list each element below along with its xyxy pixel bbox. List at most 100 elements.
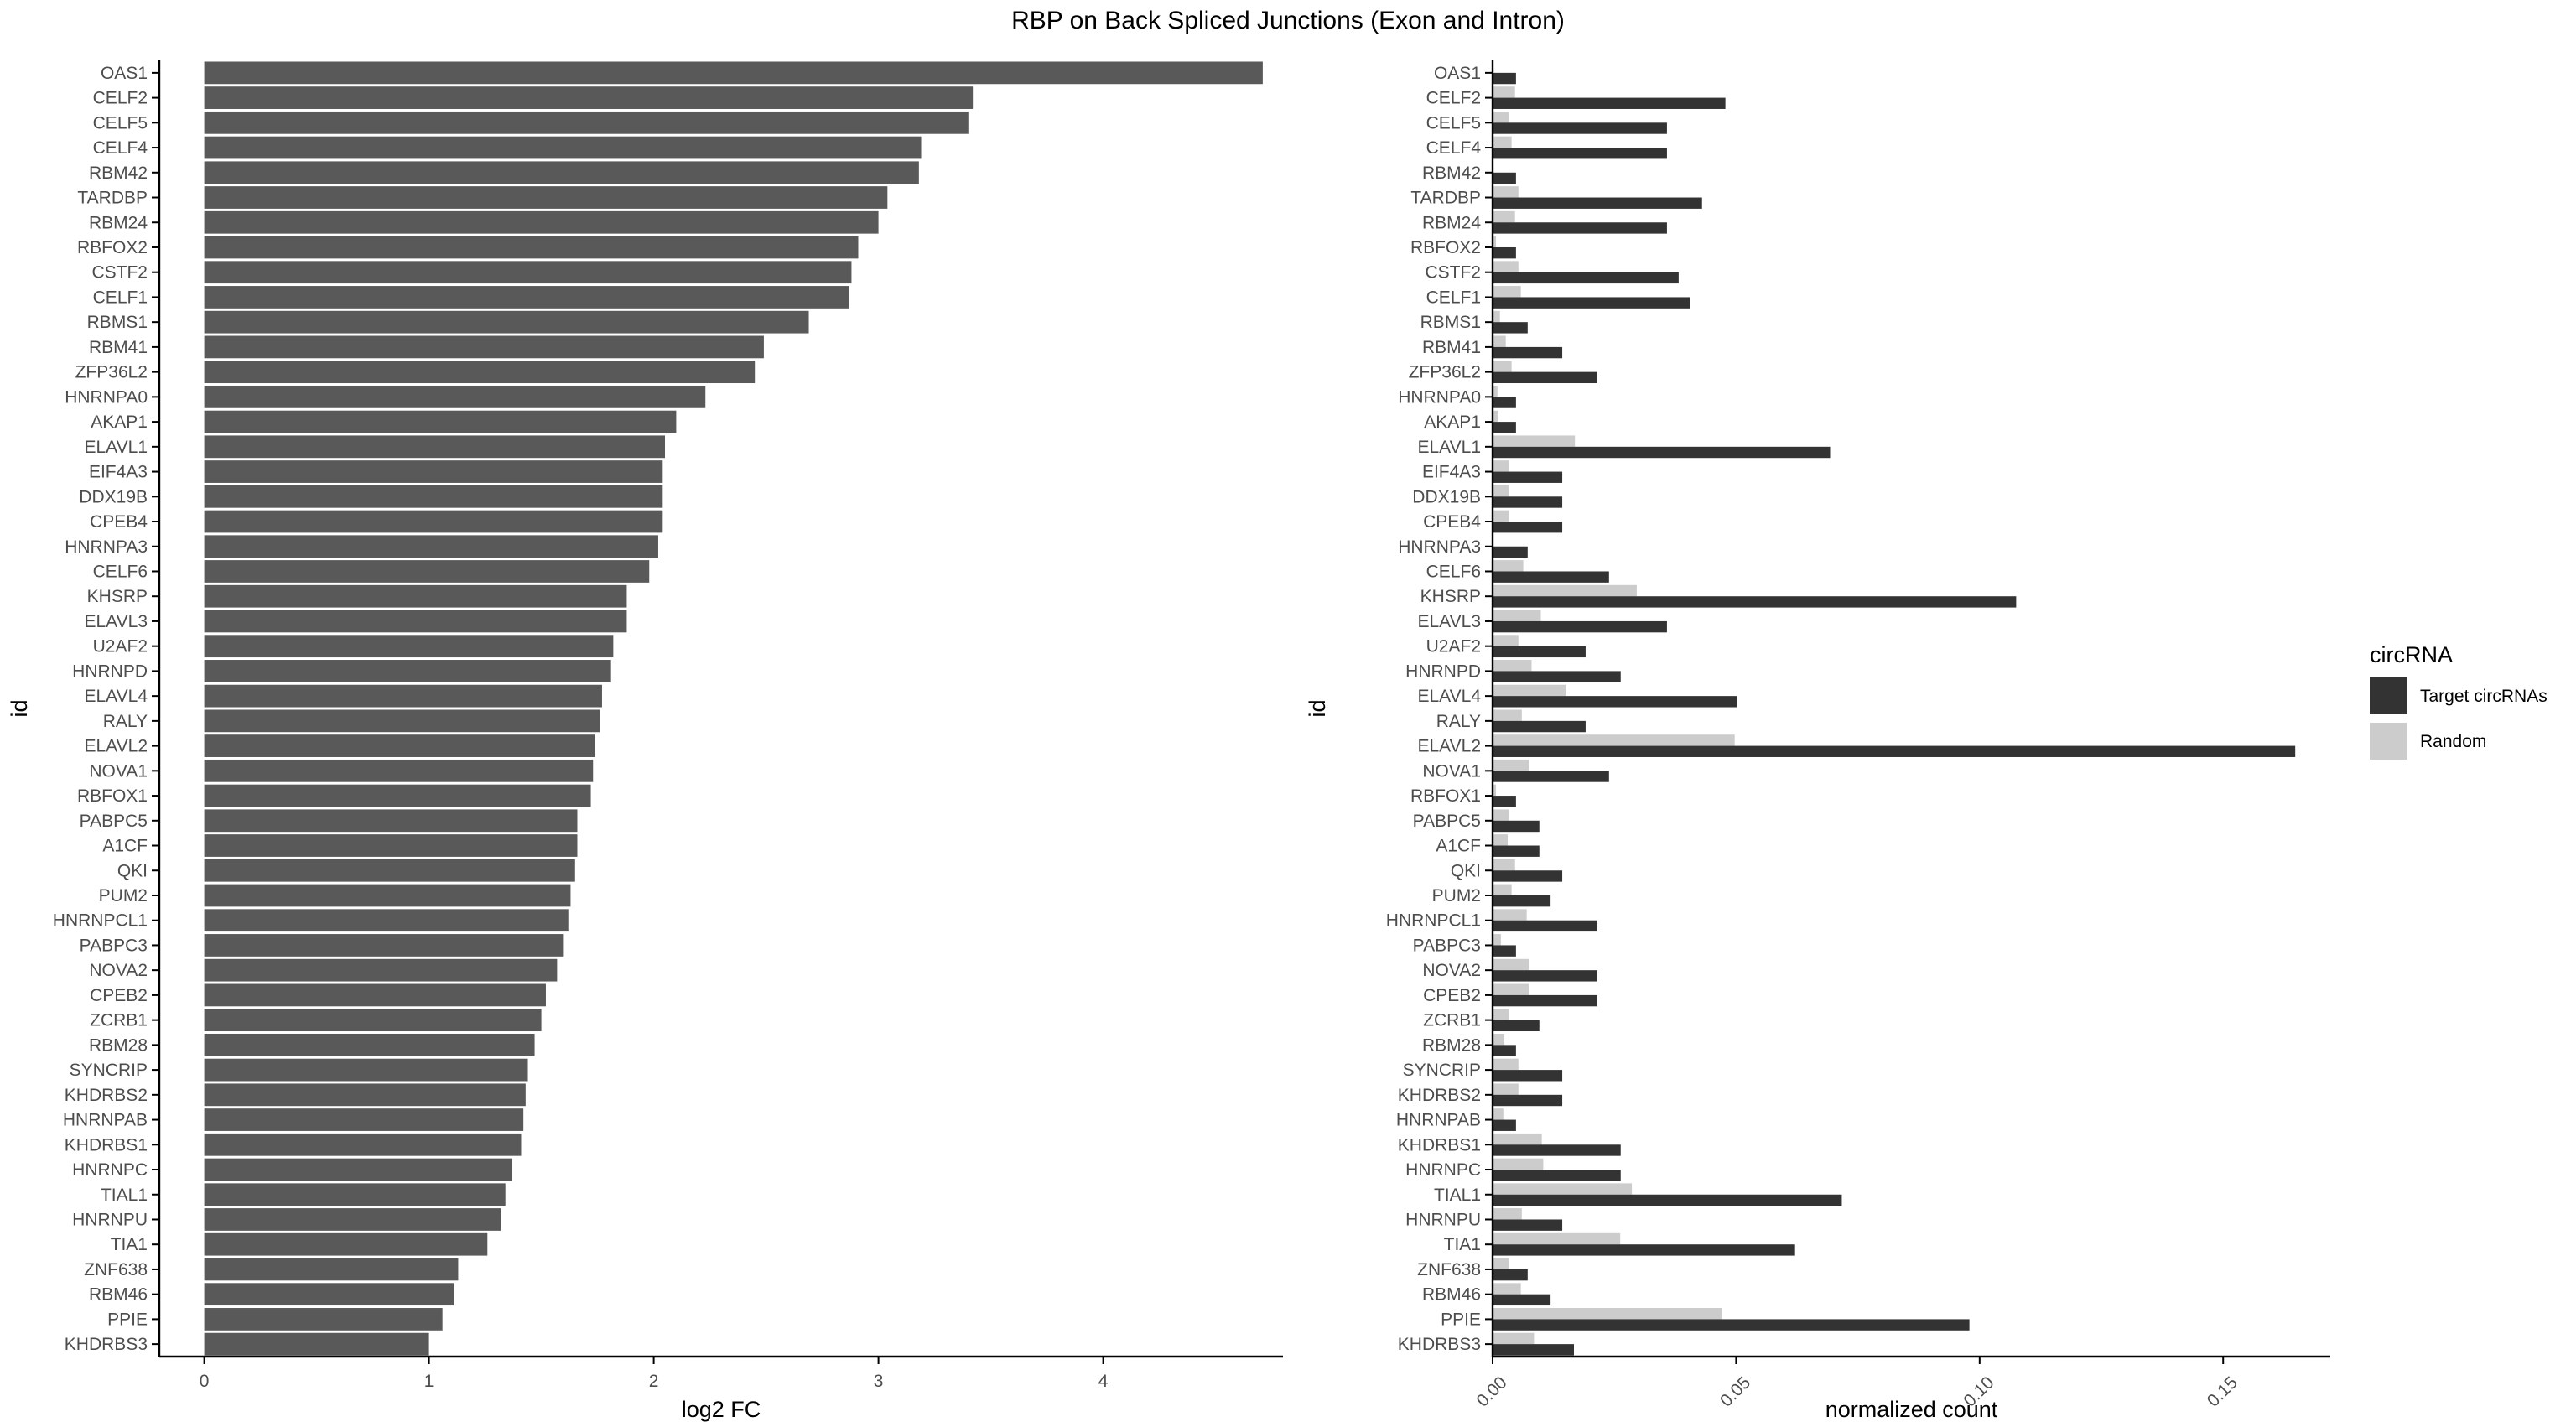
fc-bar — [204, 1183, 506, 1206]
random-bar — [1493, 983, 1530, 995]
y-tick-label: HNRNPA3 — [1398, 537, 1481, 557]
fc-bar — [204, 535, 658, 558]
y-tick-label: RBM46 — [1422, 1285, 1481, 1305]
y-tick-label: CELF5 — [93, 113, 148, 132]
fc-bar — [204, 1208, 501, 1231]
fc-bar — [204, 1133, 522, 1156]
target-bar — [1493, 696, 1737, 708]
fc-bar — [204, 759, 594, 782]
fc-bar — [204, 1083, 526, 1107]
y-tick-label: SYNCRIP — [1403, 1061, 1481, 1080]
x-tick-label: 4 — [1098, 1372, 1109, 1391]
y-tick-label: PPIE — [107, 1310, 148, 1329]
fc-bar — [204, 1158, 512, 1181]
random-bar — [1493, 210, 1515, 223]
x-tick-label: 0 — [200, 1372, 210, 1391]
fc-bar — [204, 361, 756, 384]
fc-bar — [204, 111, 969, 134]
random-bar — [1493, 1009, 1509, 1020]
random-bar — [1493, 884, 1512, 895]
y-tick-label: PABPC3 — [1413, 936, 1481, 955]
y-tick-label: ELAVL3 — [1418, 612, 1482, 631]
fc-bar — [204, 61, 1263, 85]
target-bar — [1493, 546, 1528, 558]
fc-bar — [204, 809, 578, 833]
random-bar — [1493, 1232, 1621, 1245]
x-axis-title: normalized count — [1826, 1397, 1998, 1422]
y-tick-label: DDX19B — [79, 487, 148, 506]
target-bar — [1493, 845, 1540, 857]
y-tick-label: RBM24 — [1422, 213, 1481, 232]
y-tick-label: HNRNPAB — [63, 1111, 148, 1130]
y-tick-label: U2AF2 — [1426, 637, 1481, 656]
target-bar — [1493, 97, 1726, 109]
random-bar — [1493, 560, 1524, 572]
fc-bar — [204, 286, 849, 309]
y-tick-label: RBFOX1 — [1410, 786, 1481, 806]
fc-bar — [204, 983, 546, 1007]
y-tick-label: HNRNPD — [72, 662, 148, 681]
y-tick-label: RBM28 — [1422, 1035, 1481, 1055]
random-bar — [1493, 834, 1509, 846]
y-tick-label: CELF5 — [1426, 113, 1481, 132]
target-bar — [1493, 197, 1702, 209]
target-bar — [1493, 1294, 1551, 1306]
fc-bar — [204, 635, 614, 658]
target-bar — [1493, 297, 1690, 309]
y-tick-label: HNRNPAB — [1396, 1111, 1481, 1130]
random-bar — [1493, 809, 1509, 821]
y-tick-label: HNRNPD — [1405, 662, 1481, 681]
y-tick-label: HNRNPU — [72, 1210, 148, 1229]
y-tick-label: TARDBP — [1410, 189, 1481, 208]
fc-bar — [204, 934, 564, 957]
y-tick-label: CPEB2 — [1423, 986, 1481, 1005]
random-bar — [1493, 934, 1501, 946]
random-bar — [1493, 610, 1541, 621]
random-bar — [1493, 410, 1498, 423]
fc-bar — [204, 1108, 524, 1131]
y-tick-label: A1CF — [1436, 837, 1481, 856]
random-bar — [1493, 1308, 1722, 1320]
target-bar — [1493, 895, 1551, 907]
y-tick-label: PPIE — [1441, 1310, 1481, 1329]
x-axis-title: log2 FC — [682, 1397, 761, 1422]
fc-bar — [204, 186, 888, 209]
y-tick-label: TIAL1 — [101, 1186, 148, 1205]
chart-title: RBP on Back Spliced Junctions (Exon and … — [1011, 7, 1565, 34]
y-tick-label: RBM42 — [1422, 163, 1481, 183]
x-tick-label: 2 — [649, 1372, 659, 1391]
fc-bar — [204, 310, 809, 334]
target-bar — [1493, 994, 1597, 1007]
target-bar — [1493, 820, 1540, 833]
y-tick-label: RBMS1 — [87, 313, 148, 332]
y-tick-label: RBM24 — [89, 213, 148, 232]
fc-bar — [204, 510, 663, 533]
x-tick-label: 0.05 — [1716, 1373, 1754, 1410]
target-bar — [1493, 471, 1563, 483]
fc-bar — [204, 485, 663, 508]
y-tick-label: ZFP36L2 — [1409, 363, 1481, 382]
y-tick-label: RBFOX2 — [1410, 238, 1481, 257]
y-tick-label: CSTF2 — [91, 263, 148, 283]
target-bar — [1493, 1119, 1516, 1131]
y-tick-label: HNRNPA3 — [65, 537, 148, 557]
random-bar — [1493, 684, 1566, 697]
random-bar — [1493, 335, 1506, 347]
y-tick-label: AKAP1 — [91, 413, 148, 432]
y-tick-label: EIF4A3 — [1422, 463, 1481, 482]
x-tick-label: 0.15 — [2204, 1373, 2241, 1410]
random-bar — [1493, 1108, 1504, 1120]
y-tick-label: HNRNPA0 — [1398, 387, 1481, 407]
y-axis-title: id — [7, 699, 32, 717]
random-bar — [1493, 361, 1512, 372]
random-bar — [1493, 859, 1515, 871]
y-tick-label: CPEB4 — [90, 512, 148, 532]
target-bar — [1493, 1194, 1842, 1206]
target-bar — [1493, 1219, 1563, 1231]
random-bar — [1493, 485, 1509, 497]
y-tick-label: ZNF638 — [84, 1260, 148, 1279]
target-bar — [1493, 272, 1679, 284]
y-tick-label: KHDRBS3 — [65, 1335, 148, 1354]
fc-bar — [204, 734, 595, 757]
random-bar — [1493, 635, 1519, 646]
